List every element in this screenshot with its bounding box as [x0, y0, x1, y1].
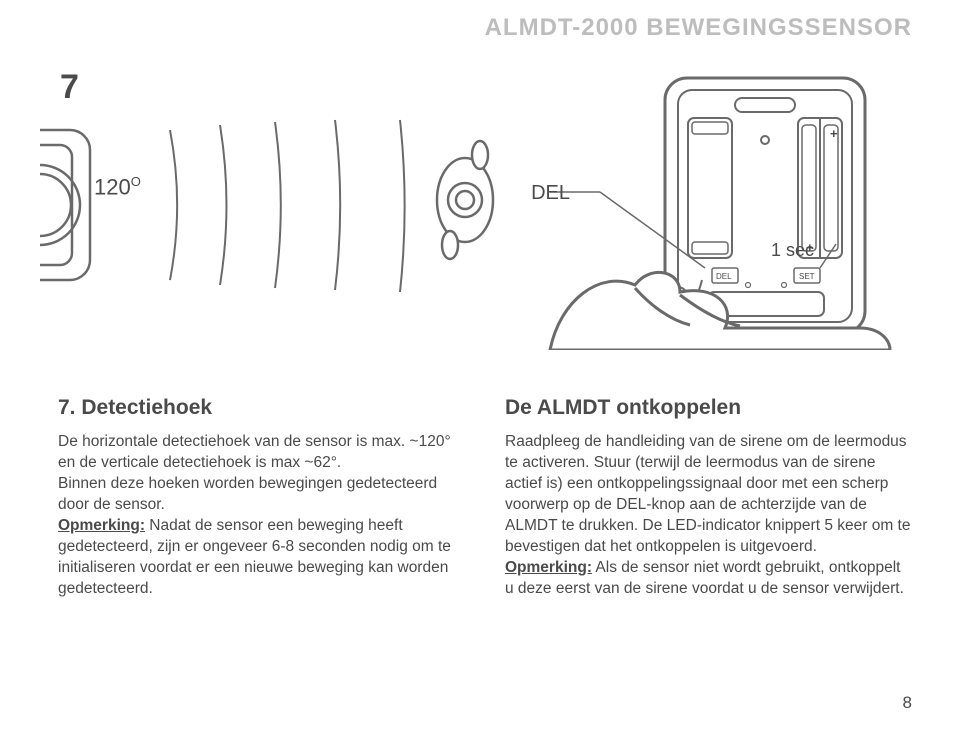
- del-callout-label: DEL: [531, 182, 570, 205]
- text-columns: 7. Detectiehoek De horizontale detectieh…: [58, 394, 912, 600]
- sec-label: 1 sec: [771, 240, 814, 261]
- right-paragraph-1: Raadpleeg de handleiding van de sirene o…: [505, 432, 912, 558]
- page-number: 8: [903, 693, 912, 713]
- diagram-svg: + + DEL SET: [40, 70, 920, 350]
- right-note: Opmerking: Als de sensor niet wordt gebr…: [505, 558, 912, 600]
- svg-text:DEL: DEL: [716, 272, 732, 281]
- left-column: 7. Detectiehoek De horizontale detectieh…: [58, 394, 465, 600]
- angle-value: 120: [94, 174, 131, 199]
- left-note: Opmerking: Nadat de sensor een beweging …: [58, 516, 465, 600]
- left-paragraph-2: Binnen deze hoeken worden bewegingen ged…: [58, 474, 465, 516]
- left-heading: 7. Detectiehoek: [58, 394, 465, 422]
- header-title: ALMDT-2000 BEWEGINGSSENSOR: [485, 14, 912, 42]
- left-note-label: Opmerking:: [58, 517, 145, 534]
- svg-text:+: +: [830, 126, 838, 141]
- diagram-area: + + DEL SET: [40, 70, 920, 350]
- angle-label: 120O: [94, 174, 141, 200]
- right-note-label: Opmerking:: [505, 559, 592, 576]
- svg-text:SET: SET: [799, 272, 815, 281]
- left-paragraph-1: De horizontale detectiehoek van de senso…: [58, 432, 465, 474]
- right-heading: De ALMDT ontkoppelen: [505, 394, 912, 422]
- right-column: De ALMDT ontkoppelen Raadpleeg de handle…: [505, 394, 912, 600]
